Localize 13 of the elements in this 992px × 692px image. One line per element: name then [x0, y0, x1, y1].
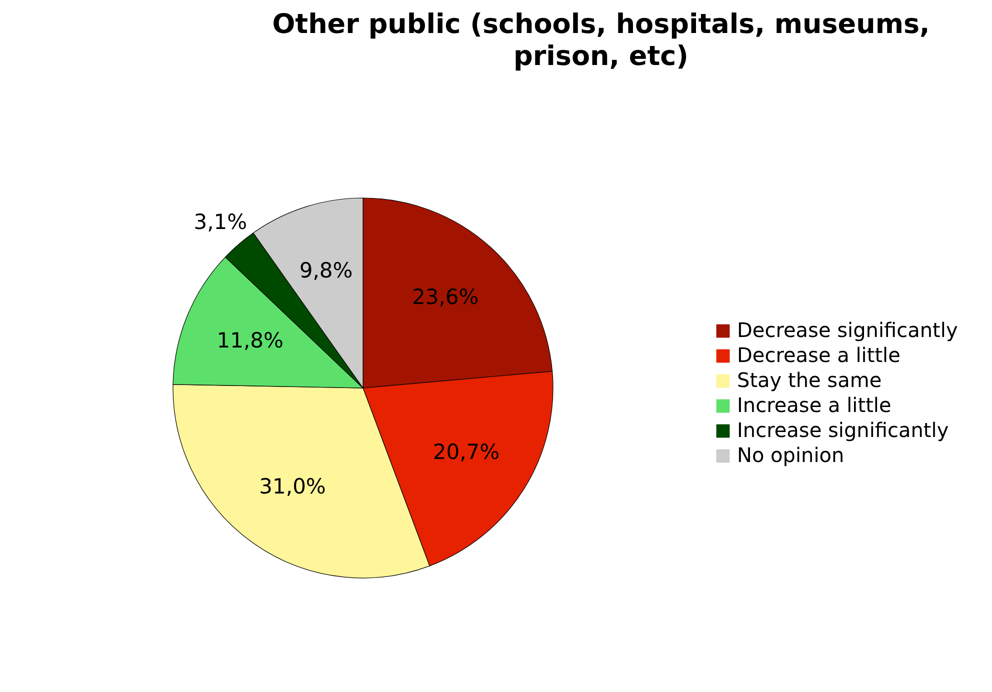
data-label: 23,6%	[412, 285, 479, 310]
legend-label: Increase a little	[737, 393, 892, 417]
data-label: 9,8%	[299, 258, 353, 283]
legend-label: Stay the same	[737, 368, 882, 392]
legend-label: Decrease a little	[737, 343, 900, 367]
legend-label: Increase significantly	[737, 418, 949, 442]
data-label: 20,7%	[432, 440, 500, 464]
legend-label: Decrease significantly	[737, 318, 958, 342]
chart-title: Other public (schools, hospitals, museums, prison, etc)	[272, 9, 930, 72]
data-label: 11,8%	[216, 328, 284, 353]
data-label: 31,0%	[259, 474, 326, 499]
data-label: 3,1%	[194, 210, 248, 234]
legend-label: No opinion	[737, 443, 844, 467]
